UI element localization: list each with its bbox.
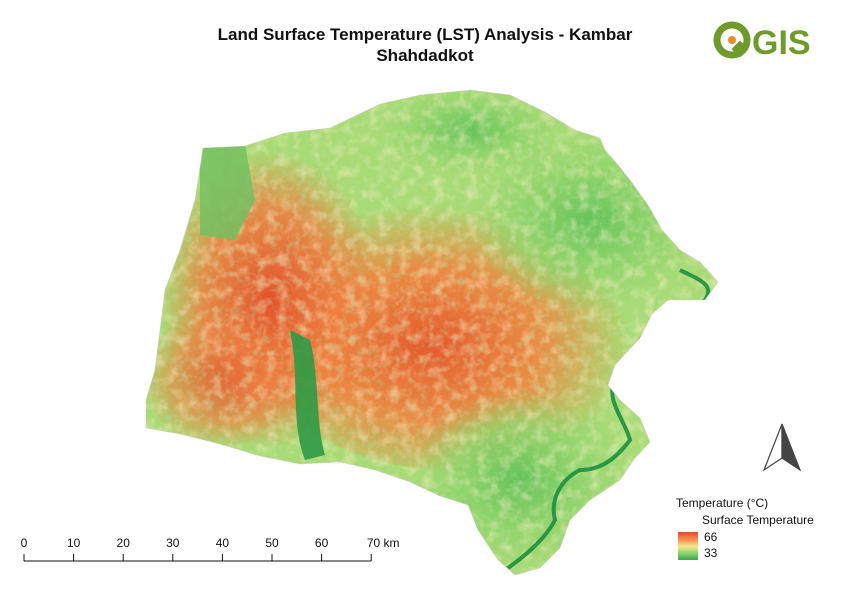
qgis-logo-mark <box>713 21 751 59</box>
legend: Temperature (°C) Surface Temperature 66 … <box>676 496 846 576</box>
scale-bar-label: 50 <box>265 536 279 550</box>
map-title: Land Surface Temperature (LST) Analysis … <box>170 24 680 66</box>
wetland-patch <box>290 330 325 460</box>
western-green-strip <box>200 145 255 240</box>
scale-bar-label: 0 <box>21 536 28 550</box>
map-title-line-2: Shahdadkot <box>376 46 474 65</box>
legend-layer-name: Surface Temperature <box>702 513 814 527</box>
scale-bar-label: 10 <box>67 536 81 550</box>
qgis-logo: GIS <box>713 21 811 62</box>
scale-bar-label: 40 <box>216 536 230 550</box>
north-arrow-icon <box>762 423 802 472</box>
qgis-logo-text: GIS <box>752 24 811 62</box>
scale-bar-label: 20 <box>117 536 131 550</box>
scale-bar-label: 30 <box>166 536 180 550</box>
legend-max-label: 66 <box>704 530 718 544</box>
legend-heading: Temperature (°C) <box>676 496 769 510</box>
legend-color-ramp <box>678 532 698 560</box>
scale-bar-label: 60 <box>315 536 329 550</box>
map-title-line-1: Land Surface Temperature (LST) Analysis … <box>217 25 633 44</box>
legend-min-label: 33 <box>704 546 718 560</box>
scale-bar-label: 70 km <box>367 536 400 550</box>
scale-bar: 0 10 20 30 40 50 60 70 km <box>21 536 400 562</box>
